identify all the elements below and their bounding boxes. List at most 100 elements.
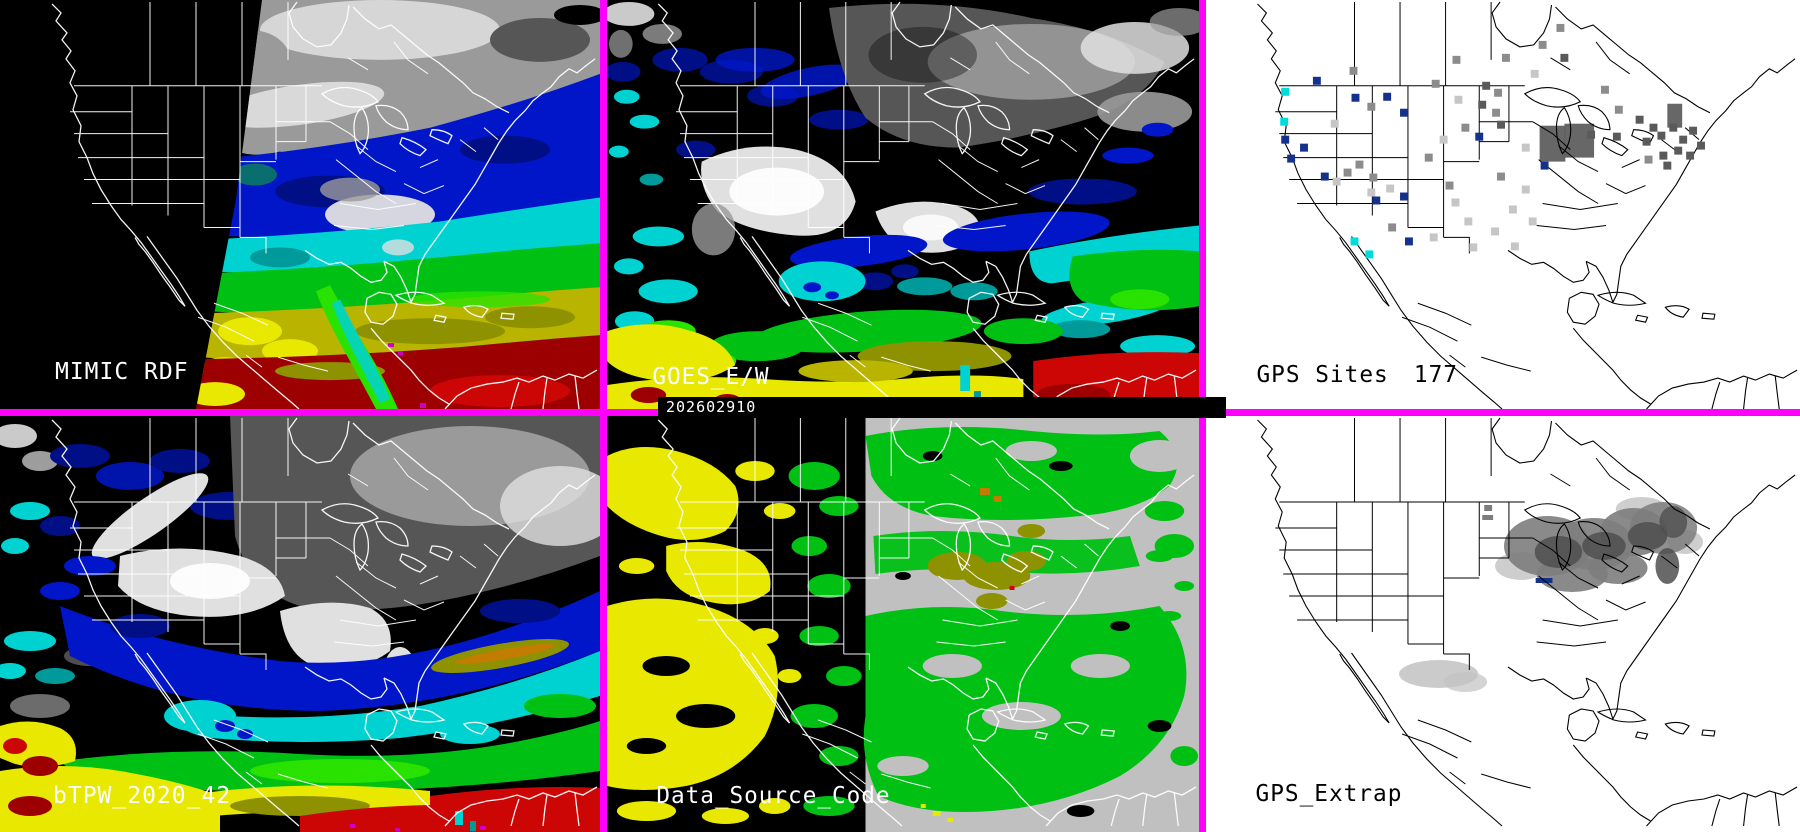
gps-site-square [1439,135,1448,144]
gps-site-square [1454,95,1463,104]
gps-site-square [1320,172,1329,181]
gps-site-square [1312,76,1321,85]
gps-site-square [1367,102,1376,111]
gps-site-square [1497,172,1505,181]
panel-label-goes: GOES_E/W [652,364,769,390]
gps-site-square [1349,66,1358,75]
panel-label-mimic: MIMIC RDF [55,359,189,385]
panel-mimic-rdf: MIMIC RDF [0,0,600,409]
map-outline [51,417,598,827]
gps-site-square [1540,161,1549,170]
panel-gps-extrap: GPS_Extrap [1206,416,1800,832]
gps-site-square [1612,132,1621,141]
gps-site-square [1521,185,1530,194]
gps-site-square [1469,243,1478,252]
map-outline [657,417,1197,827]
gps-site-square [1679,135,1688,144]
gps-site-square [1556,23,1565,32]
extrap-mark [1484,505,1493,511]
gps-site-square [1587,130,1596,139]
gps-site-square [1482,81,1491,90]
gps-site-square [1330,119,1339,128]
gps-site-square [1383,92,1392,101]
timestamp-text: 202602910 [666,398,757,416]
gps-site-square [1510,242,1519,251]
gps-site-square [1355,160,1364,169]
gps-site-square [1351,93,1360,102]
gps-site-square [1644,155,1653,164]
gps-region-fill [1667,103,1683,128]
panel-btpw: bTPW_2020_42 [0,416,600,832]
gps-site-square [1429,233,1438,242]
gps-site-square [1502,53,1510,62]
gps-site-square [1451,198,1460,207]
gps-site-square [1492,108,1501,117]
panel-data-source-code: Data_Source_Code [607,416,1199,832]
extrap-blob [1659,506,1688,538]
gps-site-square [1601,85,1609,94]
gps-site-square [1538,40,1547,49]
gps-site-square [1649,123,1658,132]
panel-label-btpw: bTPW_2020_42 [53,783,231,809]
gps-site-square [1528,217,1537,226]
gps-site-square [1635,115,1644,124]
gps-site-square [1445,181,1454,190]
gps-site-square [1365,250,1374,259]
map-outline [51,1,598,409]
extrap-blob [1443,672,1488,692]
gps-sites-count: 177 [1414,362,1458,388]
gps-site-square [1369,173,1378,182]
gps-site-square [1404,237,1413,246]
map-outline [1257,417,1798,827]
gps-site-square [1281,135,1290,144]
gps-site-square [1689,126,1698,135]
gps-site-square [1642,137,1651,146]
gps-site-square [1287,154,1296,163]
gps-site-square [1280,117,1289,126]
extrap-blob [1655,548,1680,584]
gps-site-square [1491,227,1500,236]
extrap-blob [1534,536,1583,568]
gps-site-square [1400,108,1408,117]
divider-vertical-1 [600,0,607,832]
panel-label-extrap: GPS_Extrap [1256,781,1403,807]
gps-site-square [1475,132,1484,141]
gps-site-square [1332,177,1341,186]
gps-site-square [1478,100,1487,109]
gps-region-fill [1539,125,1566,162]
gps-site-square [1657,131,1666,140]
gps-site-square [1530,69,1539,78]
gps-site-square [1669,123,1678,132]
gps-site-markers [1280,23,1705,259]
gps-site-square [1367,188,1376,197]
map-outline [657,1,1197,409]
panel-label-gps-sites: GPS Sites [1256,362,1388,388]
panel-goes-ew: GOES_E/W [607,0,1199,409]
gps-site-square [1343,168,1352,177]
extrap-blob [1627,522,1668,550]
gps-site-square [1461,123,1470,132]
gps-site-square [1464,217,1473,226]
gps-site-square [1497,120,1505,129]
gps-site-square [1281,87,1290,96]
gps-site-square [1674,146,1683,155]
extrap-blob [1588,552,1648,584]
gps-region-fills [1539,103,1683,162]
extrap-mark [1482,515,1494,520]
gps-site-square [1659,151,1668,160]
gps-site-square [1663,161,1672,170]
gps-site-square [1560,53,1569,62]
gps-site-square [1494,88,1503,97]
gps-site-square [1372,196,1381,205]
gps-site-square [1452,55,1461,64]
extrap-shading [1399,497,1703,692]
gps-site-square [1400,192,1408,201]
gps-site-square [1300,143,1308,152]
gps-site-square [1697,141,1705,150]
map-outline [1257,1,1798,409]
gps-site-square [1424,153,1433,162]
gps-site-square [1386,184,1395,193]
panel-gps-sites: GPS Sites 177 [1206,0,1800,409]
gps-site-square [1431,79,1440,88]
